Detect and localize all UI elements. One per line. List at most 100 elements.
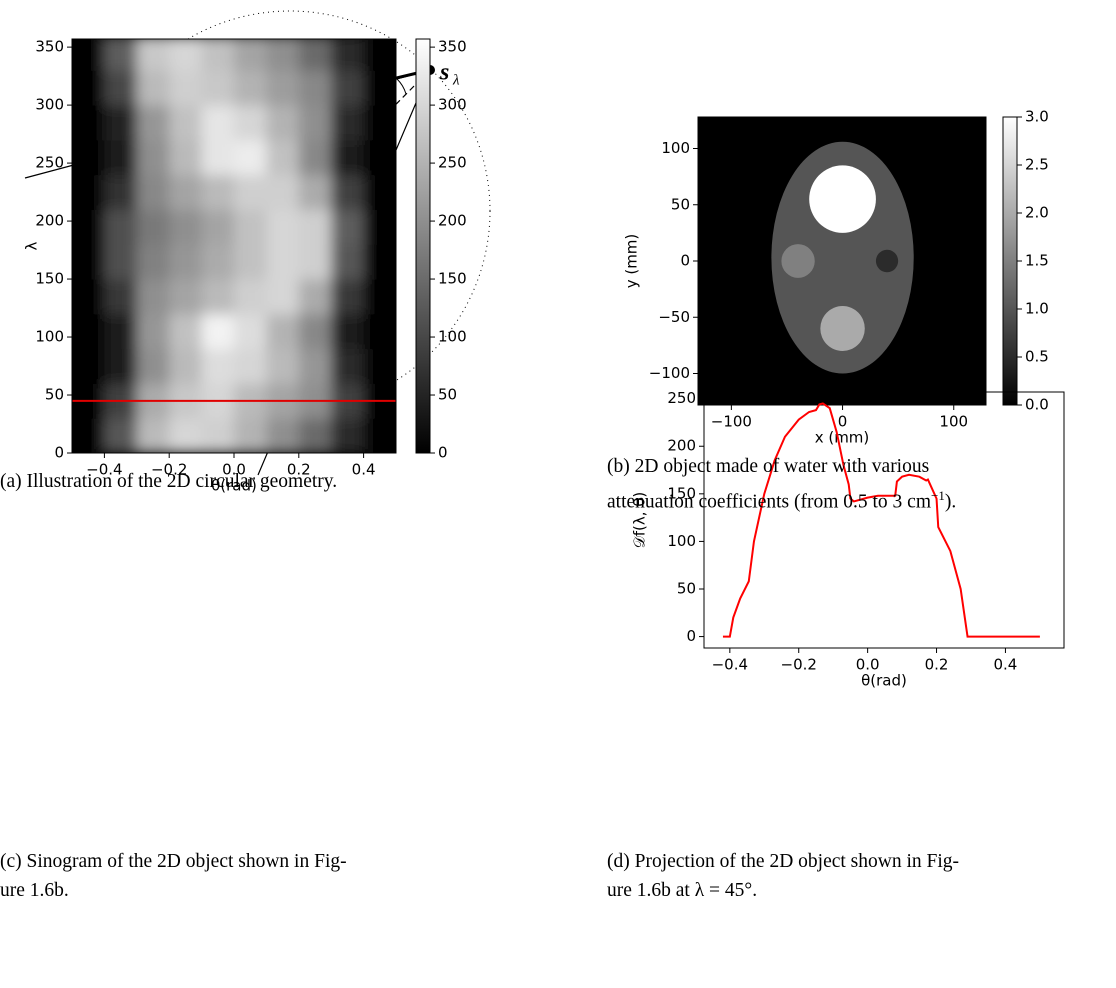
cell — [331, 105, 365, 141]
label: s — [439, 60, 449, 86]
panel: −100 0 100 −100 −50 0 50 100 x (mm) y (mm) 0.0 0.5 1… — [623, 108, 1049, 447]
y-tick-label: 0 — [54, 444, 64, 462]
y-tick-label: 300 — [35, 96, 64, 114]
cell — [298, 39, 332, 71]
cell — [169, 313, 203, 350]
shape — [820, 306, 865, 351]
y-tick-label: 200 — [35, 212, 64, 230]
x-tick-label: 0.0 — [222, 461, 246, 479]
x-tick-label: 0.2 — [287, 461, 311, 479]
cell — [104, 70, 138, 106]
cell — [363, 39, 396, 71]
cell — [363, 105, 396, 141]
cell — [266, 418, 300, 453]
y-axis-label: λ — [23, 241, 41, 250]
x-tick-label: 0.4 — [352, 461, 376, 479]
cell — [234, 348, 267, 384]
cell — [72, 39, 105, 71]
cell — [72, 209, 105, 245]
cell — [72, 139, 105, 176]
cell — [298, 105, 332, 141]
shape — [875, 249, 899, 273]
caption-text: (d) Projection of the 2D object shown in… — [607, 851, 960, 872]
cell — [266, 139, 300, 176]
cell — [363, 139, 396, 176]
caption-text: (b) 2D object made of water with various — [607, 456, 930, 477]
cell — [298, 418, 332, 453]
cell — [136, 209, 170, 245]
cell — [363, 209, 396, 245]
theta-arc — [396, 78, 407, 95]
cell — [169, 244, 203, 280]
cell — [234, 209, 267, 245]
frame — [703, 391, 1065, 649]
cell — [363, 279, 396, 315]
y-tick-label: −100 — [649, 364, 690, 382]
cell — [266, 348, 300, 384]
cell — [136, 70, 170, 106]
cell — [72, 174, 105, 210]
cell — [363, 348, 396, 384]
y-axis-label: 𝒟f(λ, θ) — [631, 492, 649, 549]
y-tick-label: 50 — [45, 386, 64, 404]
cell — [201, 313, 235, 350]
shape — [809, 165, 876, 233]
y-tick-label: 100 — [661, 139, 690, 157]
x-tick-label: 0.0 — [856, 656, 880, 674]
cell — [169, 209, 203, 245]
cell — [136, 174, 170, 210]
cell — [104, 139, 138, 176]
colorbar-tick-label: 1.0 — [1025, 300, 1049, 318]
caption-text: ure 1.6b at λ = 45°. — [607, 880, 758, 901]
cell — [72, 418, 105, 453]
line — [722, 402, 1040, 638]
cell — [266, 313, 300, 350]
cell — [266, 105, 300, 141]
cell — [298, 279, 332, 315]
x-axis-label: θ(rad) — [211, 477, 257, 495]
cell — [104, 418, 138, 453]
shape — [771, 141, 914, 374]
cell — [266, 39, 300, 71]
caption: (a) Illustration of the 2D circular geom… — [0, 467, 337, 496]
y-tick-label: 0 — [686, 627, 696, 645]
cell — [169, 348, 203, 384]
cell — [104, 105, 138, 141]
caption-text: ure 1.6b. — [0, 880, 69, 901]
x-tick-label: 100 — [939, 413, 968, 431]
cell — [104, 209, 138, 245]
y-tick-label: 200 — [667, 437, 696, 455]
x-tick-label: 0 — [838, 413, 848, 431]
x-tick-label: 0.2 — [925, 656, 949, 674]
y-tick-label: 250 — [667, 389, 696, 407]
cell — [234, 244, 267, 280]
cell — [331, 209, 365, 245]
cell — [234, 313, 267, 350]
cell — [136, 348, 170, 384]
cell — [136, 105, 170, 141]
x-tick-label: 0.4 — [994, 656, 1018, 674]
cell — [201, 244, 235, 280]
x-axis-label: θ(rad) — [861, 672, 907, 690]
cell — [72, 348, 105, 384]
colorbar-tick-label: 250 — [438, 154, 467, 172]
y-tick-label: 150 — [35, 270, 64, 288]
cell — [136, 39, 170, 71]
cells — [72, 39, 396, 453]
cell — [169, 105, 203, 141]
colorbar — [415, 38, 431, 454]
cell — [136, 313, 170, 350]
x-tick-label: −0.4 — [86, 461, 122, 479]
colorbar-tick-label: 0 — [438, 444, 448, 462]
cell — [234, 139, 267, 176]
cell — [331, 139, 365, 176]
cell — [104, 348, 138, 384]
cell — [298, 70, 332, 106]
colorbar-tick-label: 300 — [438, 96, 467, 114]
cell — [363, 70, 396, 106]
cell — [169, 139, 203, 176]
cell — [298, 348, 332, 384]
cell — [169, 174, 203, 210]
